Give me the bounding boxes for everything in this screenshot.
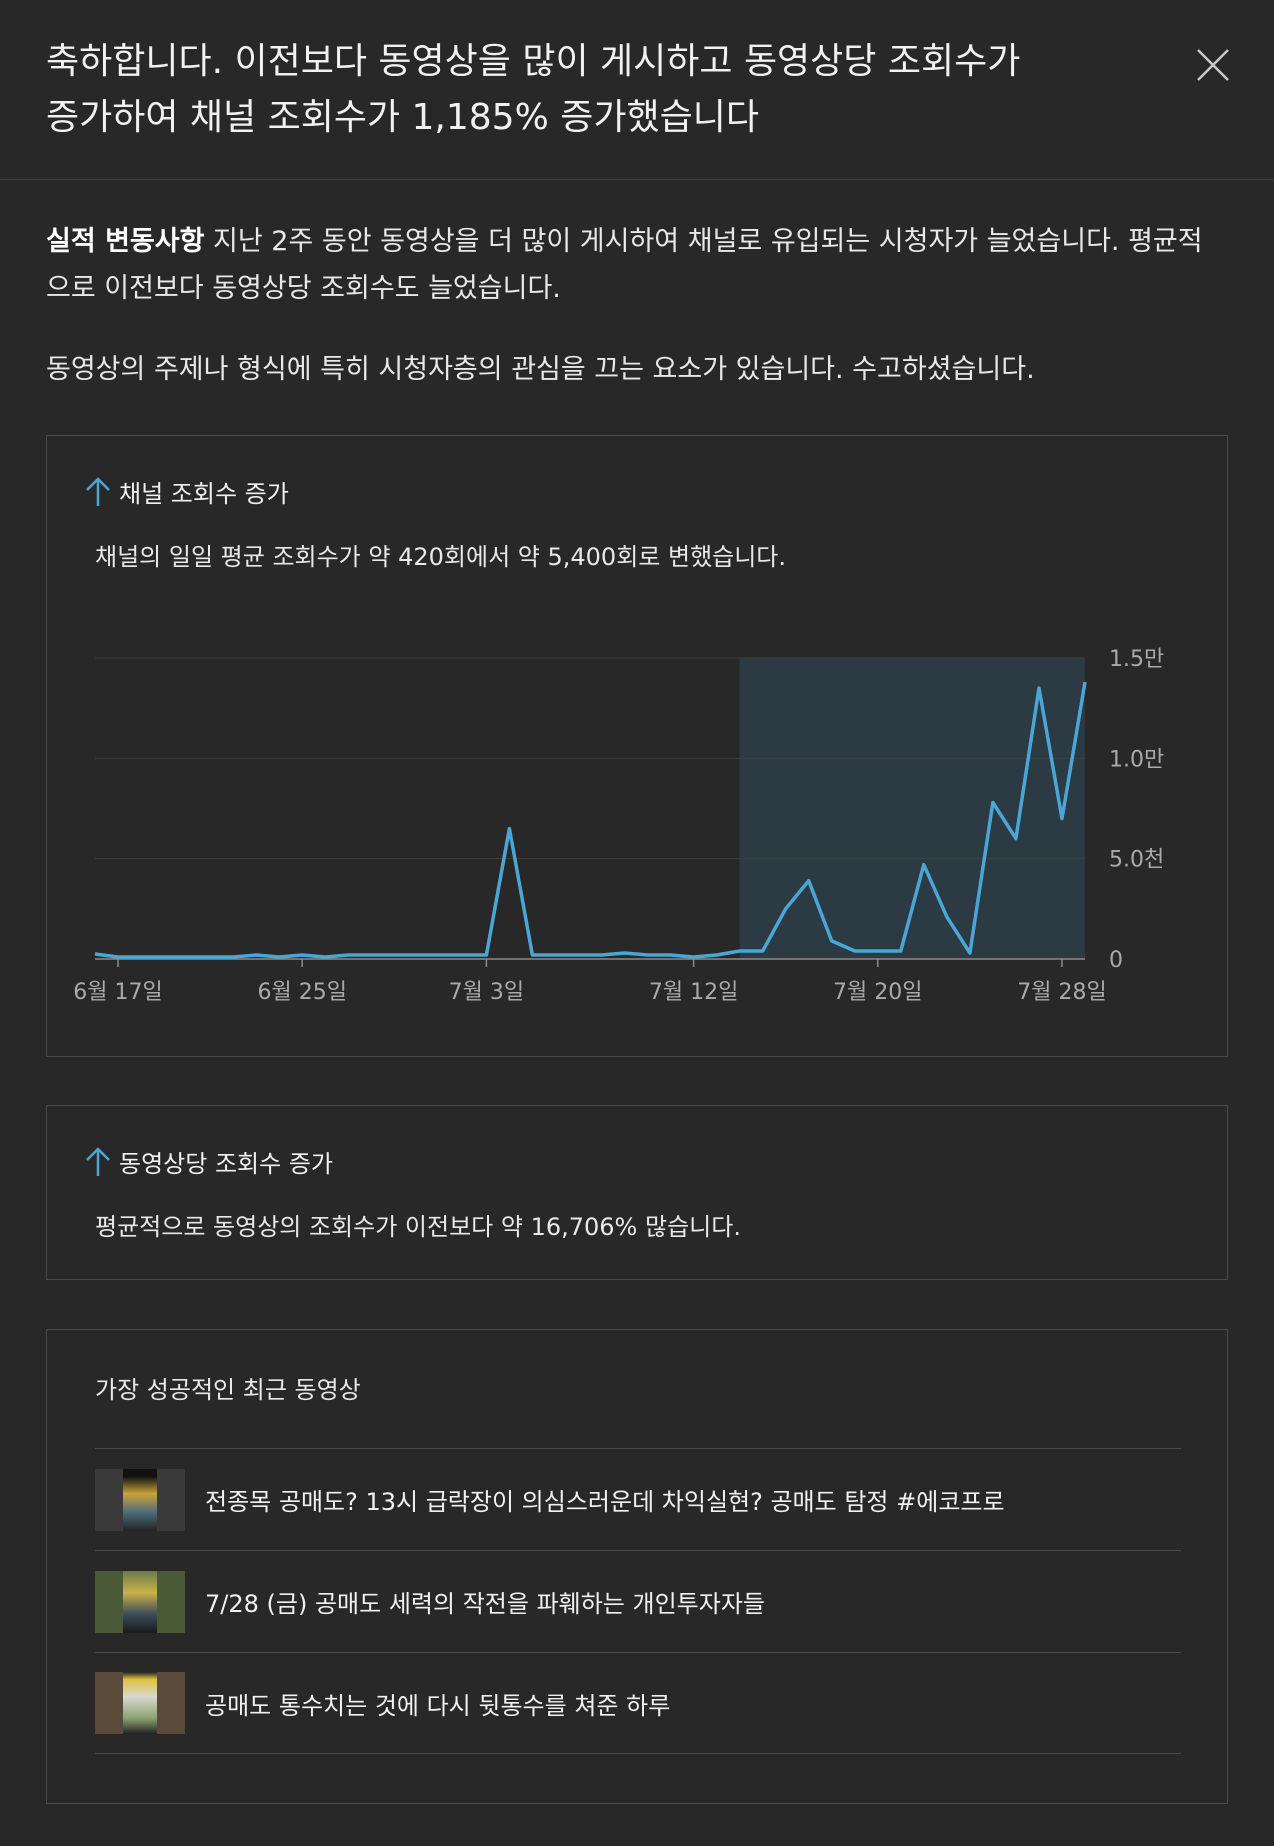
title-line-2: 증가하여 채널 조회수가 1,185% 증가했습니다 [46, 97, 759, 138]
channel-views-chart: 0 5.0천 1.0만 1.5만 6월 17일 6월 25일 7월 3일 7월 12일 7월 2… [73, 647, 1164, 1005]
video-thumbnail[interactable] [95, 1570, 185, 1633]
video-title[interactable]: 공매도 통수치는 것에 다시 뒷통수를 쳐준 하루 [205, 1691, 671, 1720]
x-tick-label: 6월 17일 [73, 980, 162, 1005]
channel-views-heading-text: 채널 조회수 증가 [119, 480, 289, 508]
per-video-description: 평균적으로 동영상의 조회수가 이전보다 약 16,706% 많습니다. [95, 1213, 741, 1241]
x-tick-label: 7월 20일 [833, 980, 922, 1005]
top-videos-heading: 가장 성공적인 최근 동영상 [95, 1376, 361, 1404]
channel-views-description: 채널의 일일 평균 조회수가 약 420회에서 약 5,400회로 변했습니다. [95, 543, 787, 571]
x-tick-label: 6월 25일 [257, 980, 346, 1005]
channel-views-heading: 채널 조회수 증가 [85, 474, 289, 509]
y-tick-label: 1.0만 [1109, 747, 1164, 772]
dialog-header: 축하합니다. 이전보다 동영상을 많이 게시하고 동영상당 조회수가 증가하여 … [0, 0, 1274, 180]
x-tick-label: 7월 12일 [649, 980, 738, 1005]
close-icon [1197, 49, 1229, 81]
channel-views-card: 채널 조회수 증가 채널의 일일 평균 조회수가 약 420회에서 약 5,40… [46, 435, 1228, 1057]
performance-summary: 실적 변동사항 지난 2주 동안 동영상을 더 많이 게시하여 채널로 유입되는… [46, 218, 1226, 312]
video-title[interactable]: 전종목 공매도? 13시 급락장이 의심스러운데 차익실현? 공매도 탐정 #에… [205, 1488, 1005, 1516]
x-tick-label: 7월 28일 [1017, 980, 1106, 1005]
dialog-title: 축하합니다. 이전보다 동영상을 많이 게시하고 동영상당 조회수가 증가하여 … [46, 34, 1126, 146]
views-series-line [94, 681, 1087, 959]
y-tick-label: 5.0천 [1109, 848, 1164, 873]
arrow-up-icon [86, 476, 110, 506]
y-tick-label: 1.5만 [1109, 647, 1164, 672]
per-video-views-card: 동영상당 조회수 증가 평균적으로 동영상의 조회수가 이전보다 약 16,70… [46, 1105, 1228, 1280]
summary-note: 동영상의 주제나 형식에 특히 시청자층의 관심을 끄는 요소가 있습니다. 수… [46, 354, 1035, 385]
video-title[interactable]: 7/28 (금) 공매도 세력의 작전을 파훼하는 개인투자자들 [205, 1590, 765, 1618]
top-videos-card: 가장 성공적인 최근 동영상 전종목 공매도? 13시 급락장이 의심스러운데 … [46, 1329, 1228, 1804]
y-tick-label: 0 [1109, 948, 1123, 973]
video-thumbnail[interactable] [95, 1468, 185, 1531]
video-thumbnail[interactable] [95, 1672, 185, 1734]
video-row[interactable]: 7/28 (금) 공매도 세력의 작전을 파훼하는 개인투자자들 [95, 1550, 1181, 1652]
arrow-up-icon [86, 1146, 110, 1176]
summary-text: 지난 2주 동안 동영상을 더 많이 게시하여 채널로 유입되는 시청자가 늘었… [46, 226, 1203, 304]
per-video-heading: 동영상당 조회수 증가 [85, 1144, 333, 1179]
video-row[interactable]: 공매도 통수치는 것에 다시 뒷통수를 쳐준 하루 [95, 1652, 1181, 1754]
per-video-heading-text: 동영상당 조회수 증가 [119, 1150, 333, 1178]
summary-label: 실적 변동사항 [46, 226, 205, 257]
video-row[interactable]: 전종목 공매도? 13시 급락장이 의심스러운데 차익실현? 공매도 탐정 #에… [95, 1448, 1181, 1550]
close-button[interactable] [1196, 48, 1230, 82]
x-tick-label: 7월 3일 [449, 980, 524, 1005]
title-line-1: 축하합니다. 이전보다 동영상을 많이 게시하고 동영상당 조회수가 [46, 41, 1021, 82]
